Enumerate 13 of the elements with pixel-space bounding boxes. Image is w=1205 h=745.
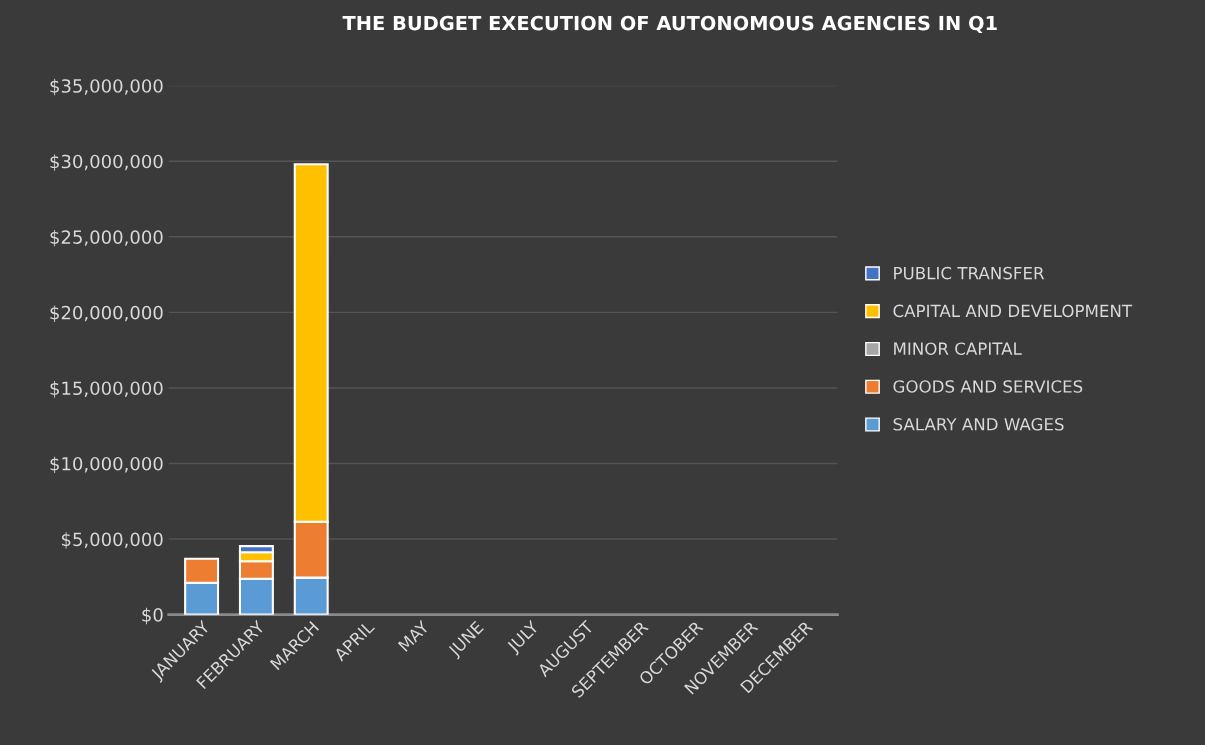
y-tick-label: $10,000,000 [50, 456, 163, 474]
legend-label: MINOR CAPITAL [894, 342, 1022, 355]
y-tick-label: $25,000,000 [50, 229, 163, 247]
y-tick-label: $35,000,000 [50, 78, 163, 96]
y-tick-label: $15,000,000 [50, 381, 163, 398]
legend-label: PUBLIC TRANSFER [894, 266, 1045, 280]
legend-label: SALARY AND WAGES [893, 417, 1064, 431]
y-tick-label: $5,000,000 [61, 532, 163, 549]
legend-label: CAPITAL AND DEVELOPMENT [893, 304, 1133, 318]
chart-title: THE BUDGET EXECUTION OF AUTONOMOUS AGENCIES IN Q1 [342, 15, 997, 33]
y-tick-label: $30,000,000 [50, 154, 163, 171]
legend-label: GOODS AND SERVICES [893, 380, 1083, 393]
y-tick-label: $20,000,000 [50, 305, 163, 322]
